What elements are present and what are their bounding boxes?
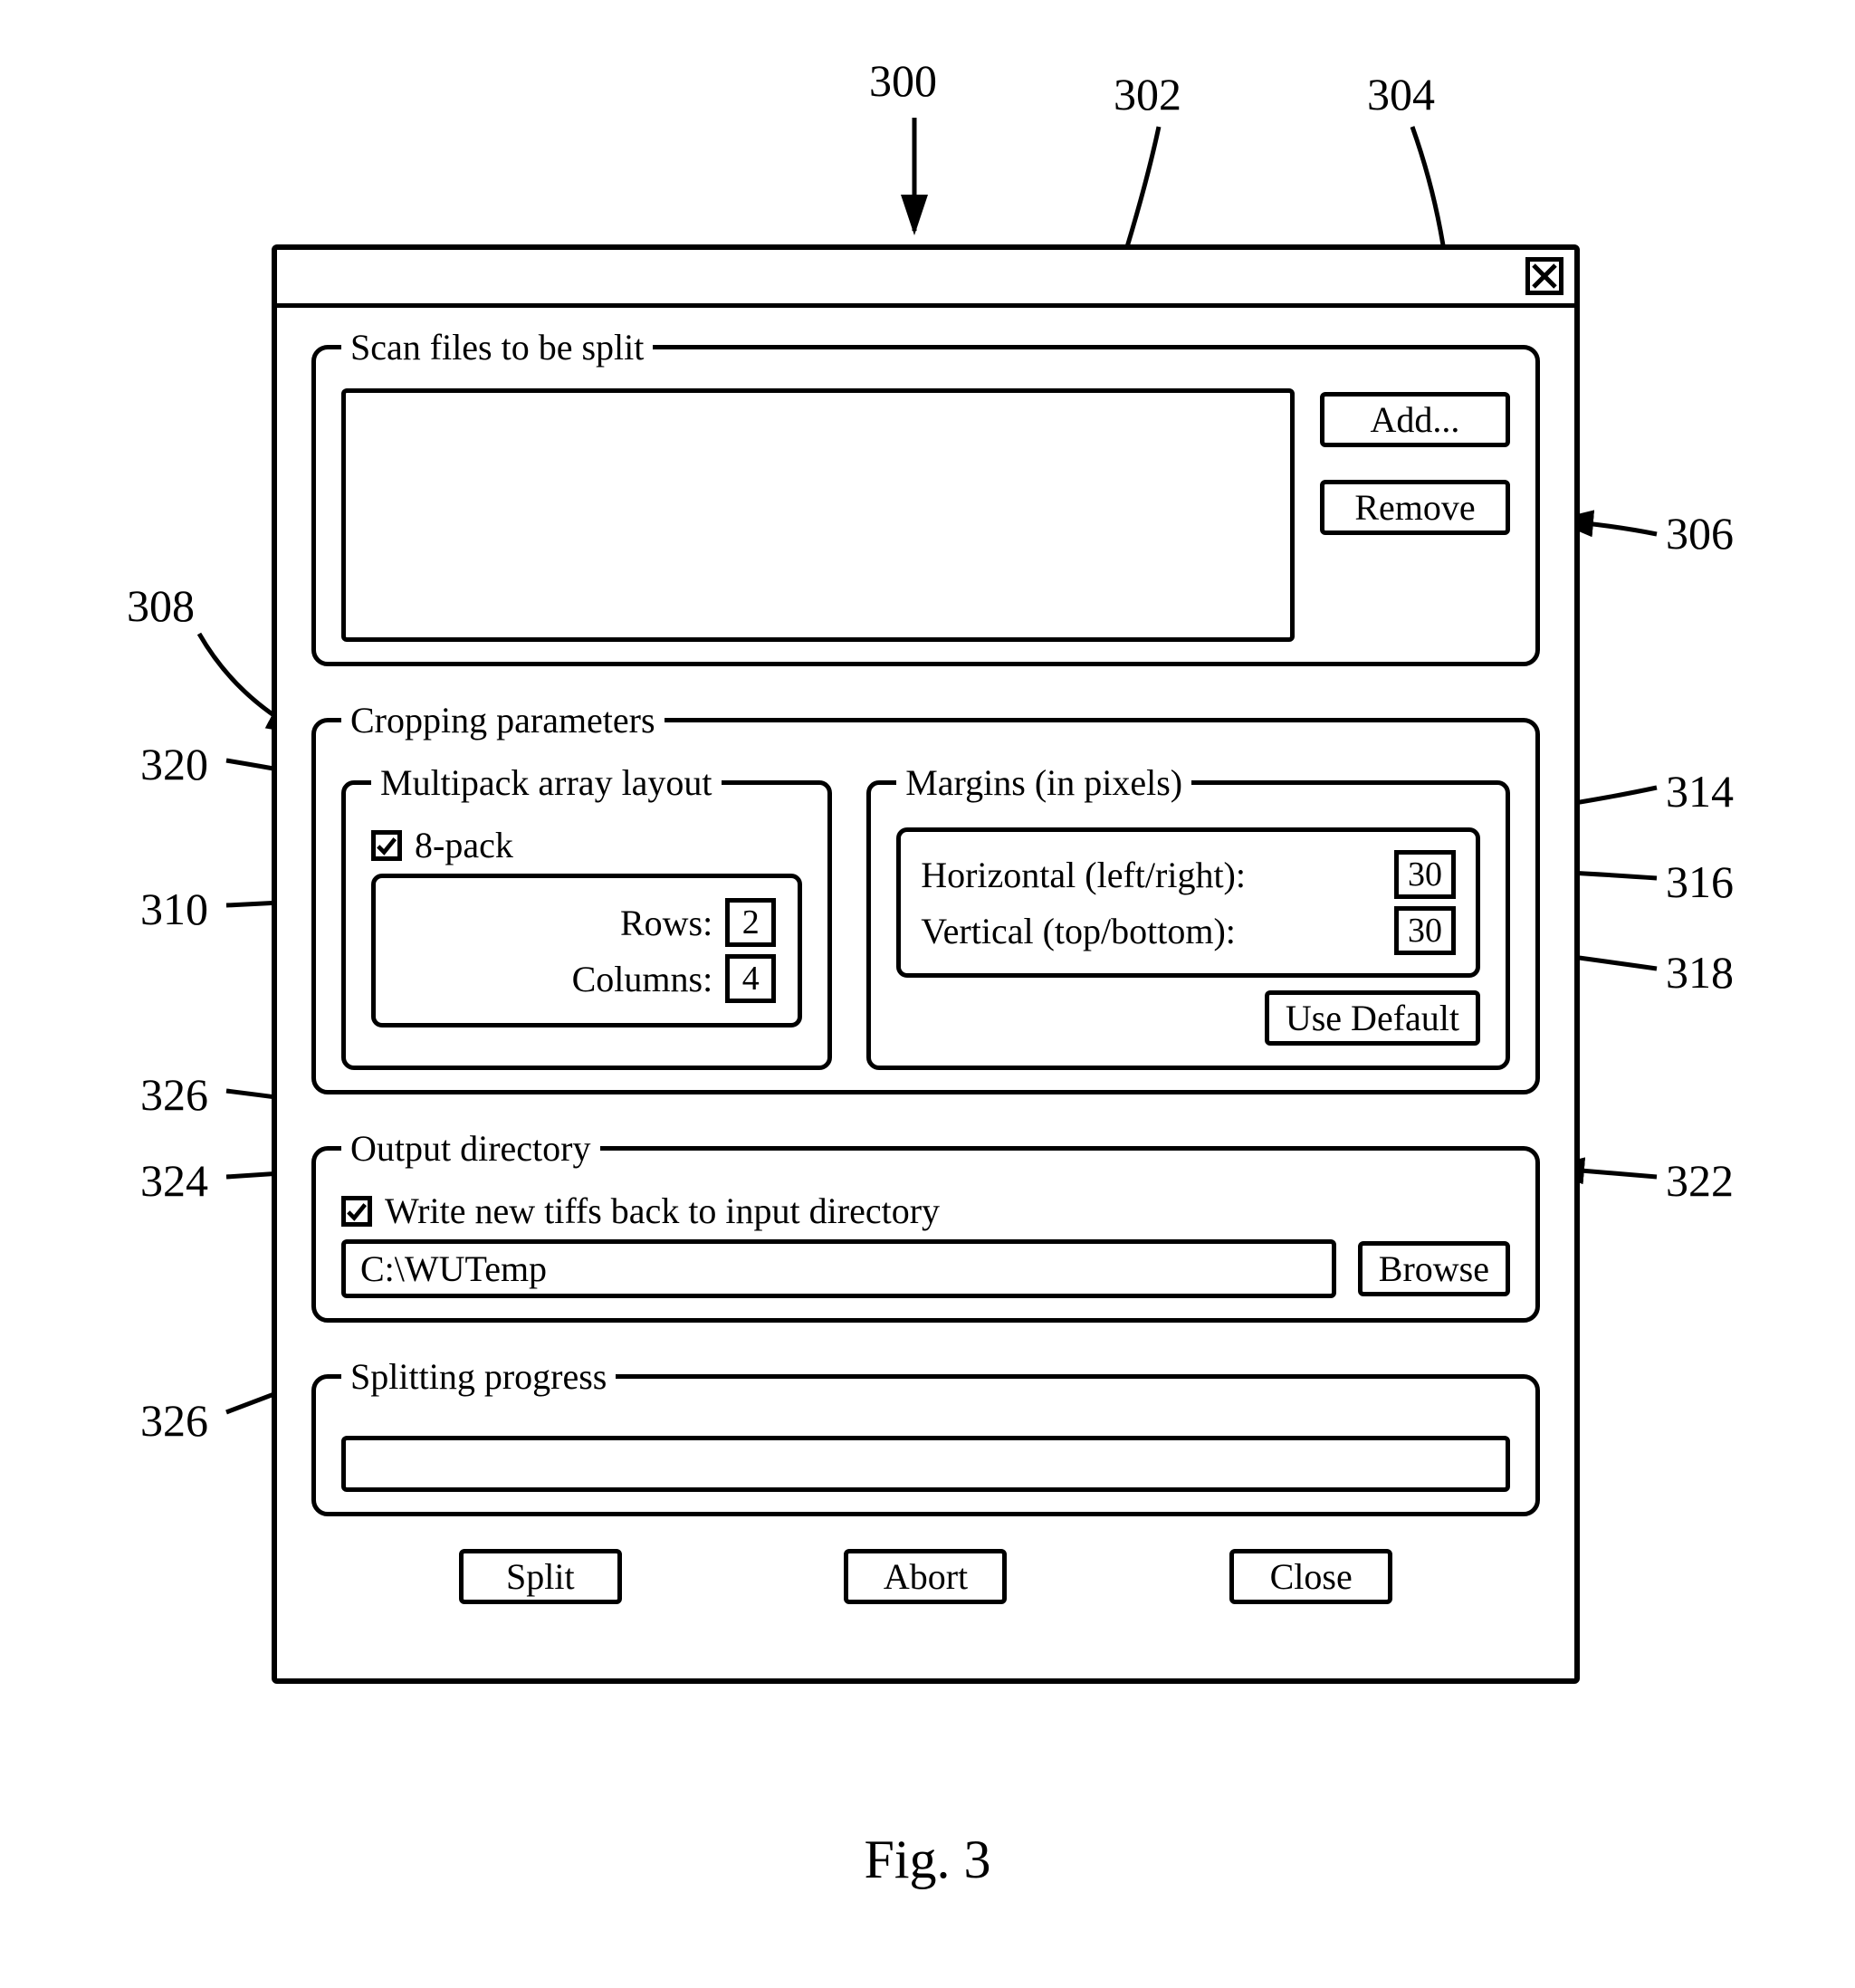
close-button[interactable]: Close (1229, 1549, 1392, 1604)
abort-button[interactable]: Abort (844, 1549, 1007, 1604)
writeback-label: Write new tiffs back to input directory (385, 1190, 940, 1232)
remove-button[interactable]: Remove (1320, 480, 1510, 535)
titlebar (277, 250, 1574, 308)
margins-box: Horizontal (left/right): 30 Vertical (to… (896, 827, 1480, 978)
rows-label: Rows: (620, 902, 712, 944)
scan-files-group: Scan files to be split Add... Remove (311, 326, 1540, 666)
callout-320: 320 (140, 738, 208, 790)
horizontal-margin-input[interactable]: 30 (1394, 850, 1456, 899)
eightpack-checkbox[interactable] (371, 830, 402, 861)
close-icon[interactable] (1525, 257, 1563, 295)
progress-bar (341, 1436, 1510, 1492)
figure-label: Fig. 3 (0, 1829, 1855, 1891)
progress-legend: Splitting progress (341, 1355, 616, 1398)
output-group: Output directory Write new tiffs back to… (311, 1127, 1540, 1323)
scan-files-legend: Scan files to be split (341, 326, 653, 368)
rows-cols-box: Rows: 2 Columns: 4 (371, 874, 802, 1027)
dialog-window: Scan files to be split Add... Remove Cro… (272, 244, 1580, 1684)
use-default-button[interactable]: Use Default (1265, 990, 1480, 1046)
output-path-input[interactable]: C:\WUTemp (341, 1239, 1336, 1298)
callout-322: 322 (1666, 1154, 1734, 1207)
columns-label: Columns: (572, 958, 713, 1000)
file-list[interactable] (341, 388, 1295, 642)
cropping-legend: Cropping parameters (341, 699, 665, 741)
margins-legend: Margins (in pixels) (896, 761, 1191, 804)
margins-group: Margins (in pixels) Horizontal (left/rig… (866, 761, 1510, 1070)
columns-input[interactable]: 4 (725, 954, 776, 1003)
multipack-legend: Multipack array layout (371, 761, 722, 804)
callout-324: 324 (140, 1154, 208, 1207)
callout-326-upper: 326 (140, 1068, 208, 1121)
callout-310: 310 (140, 883, 208, 935)
horizontal-margin-label: Horizontal (left/right): (921, 854, 1246, 896)
rows-input[interactable]: 2 (725, 898, 776, 947)
browse-button[interactable]: Browse (1358, 1241, 1510, 1296)
eightpack-label: 8-pack (415, 824, 513, 866)
callout-318: 318 (1666, 946, 1734, 999)
add-button[interactable]: Add... (1320, 392, 1510, 447)
progress-group: Splitting progress (311, 1355, 1540, 1516)
callout-326-lower: 326 (140, 1394, 208, 1447)
split-button[interactable]: Split (459, 1549, 622, 1604)
callout-308: 308 (127, 579, 195, 632)
callout-314: 314 (1666, 765, 1734, 817)
vertical-margin-label: Vertical (top/bottom): (921, 910, 1236, 952)
multipack-group: Multipack array layout 8-pack Rows: 2 (341, 761, 832, 1070)
vertical-margin-input[interactable]: 30 (1394, 906, 1456, 955)
cropping-group: Cropping parameters Multipack array layo… (311, 699, 1540, 1094)
output-legend: Output directory (341, 1127, 600, 1170)
writeback-checkbox[interactable] (341, 1196, 372, 1227)
callout-300: 300 (869, 54, 937, 107)
callout-316: 316 (1666, 855, 1734, 908)
callout-304: 304 (1367, 68, 1435, 120)
callout-302: 302 (1114, 68, 1181, 120)
callout-306: 306 (1666, 507, 1734, 559)
